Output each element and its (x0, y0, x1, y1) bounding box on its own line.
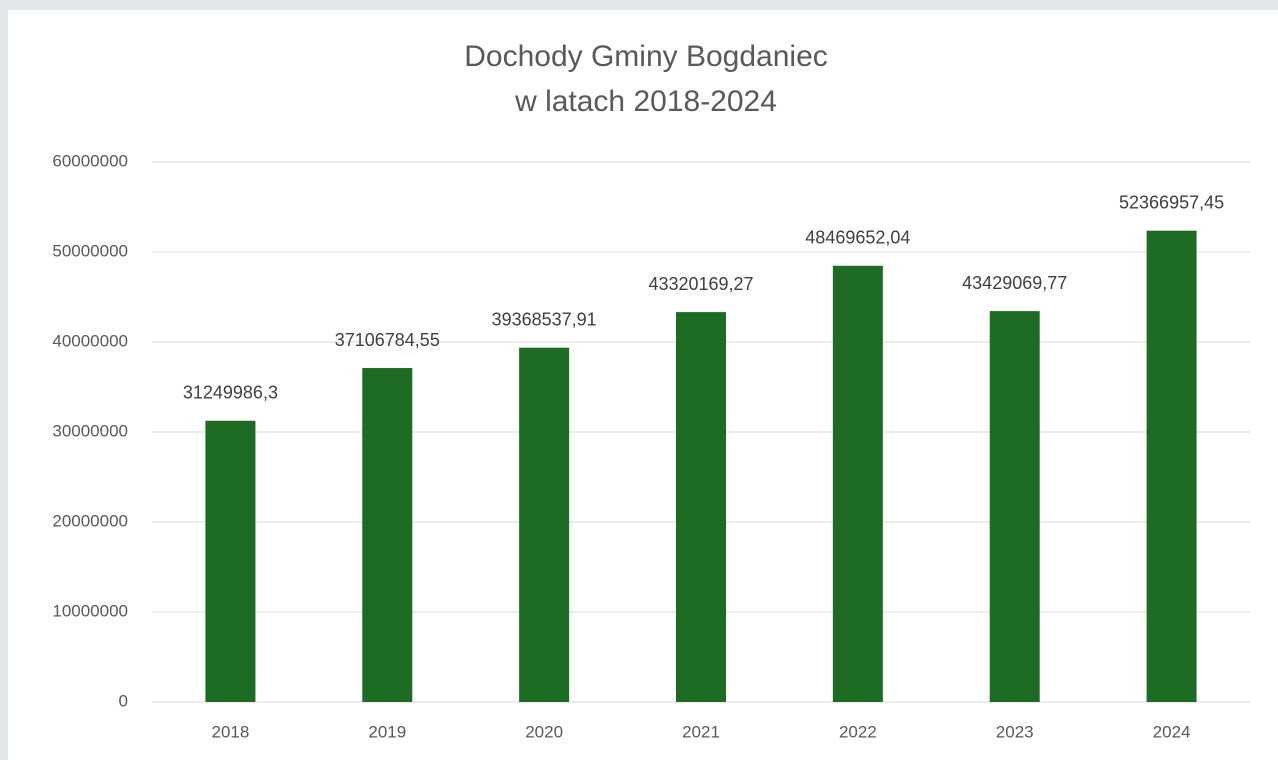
chart-title: w latach 2018-2024 (514, 85, 777, 118)
y-tick-label: 20000000 (52, 511, 128, 530)
bar (205, 420, 256, 702)
x-tick-label: 2023 (996, 722, 1034, 741)
bar (832, 265, 883, 702)
y-tick-label: 10000000 (52, 601, 128, 620)
data-label: 43429069,77 (962, 273, 1067, 293)
data-label: 52366957,45 (1119, 192, 1224, 212)
data-label: 48469652,04 (805, 228, 910, 248)
data-label: 37106784,55 (335, 330, 440, 350)
y-tick-label: 50000000 (52, 241, 128, 260)
x-tick-label: 2021 (682, 722, 720, 741)
x-tick-label: 2024 (1153, 722, 1191, 741)
bar (362, 368, 413, 702)
chart-title: Dochody Gminy Bogdaniec (464, 40, 828, 73)
x-tick-label: 2018 (212, 722, 250, 741)
y-tick-label: 0 (119, 691, 128, 710)
bar (676, 312, 726, 702)
y-tick-label: 40000000 (52, 331, 128, 350)
bar (1146, 230, 1197, 702)
y-tick-label: 30000000 (52, 421, 128, 440)
data-label: 43320169,27 (648, 274, 753, 294)
x-tick-label: 2020 (525, 722, 563, 741)
bar (519, 347, 570, 702)
data-label: 39368537,91 (492, 309, 597, 329)
y-tick-label: 60000000 (52, 151, 128, 170)
x-tick-label: 2022 (839, 722, 877, 741)
data-label: 31249986,3 (183, 383, 278, 403)
x-tick-label: 2019 (368, 722, 406, 741)
bar (989, 311, 1040, 702)
